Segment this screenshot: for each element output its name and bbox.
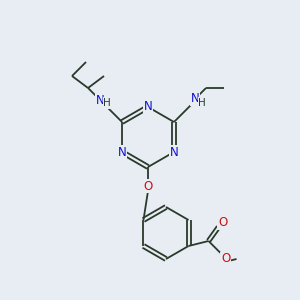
- Text: H: H: [103, 98, 111, 108]
- Text: O: O: [221, 253, 230, 266]
- Text: H: H: [198, 98, 206, 108]
- Text: N: N: [118, 146, 126, 158]
- Text: N: N: [169, 146, 178, 158]
- Text: N: N: [144, 100, 152, 113]
- Text: O: O: [143, 179, 153, 193]
- Text: N: N: [96, 94, 104, 106]
- Text: N: N: [190, 92, 200, 106]
- Text: O: O: [218, 217, 227, 230]
